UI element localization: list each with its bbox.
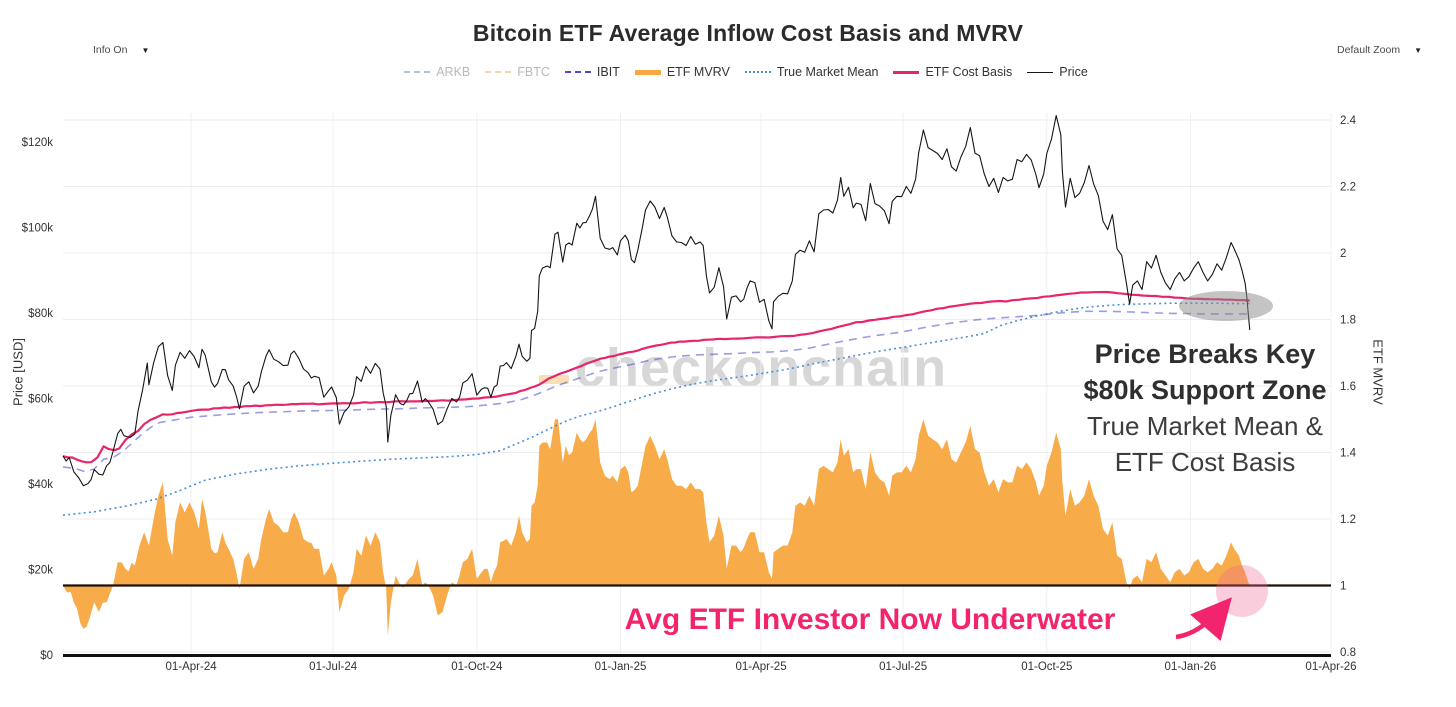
left-tick-label: $100k bbox=[22, 223, 54, 235]
right-tick-label: 1.2 bbox=[1340, 514, 1356, 526]
right-tick-label: 2 bbox=[1340, 248, 1346, 260]
right-tick-label: 1 bbox=[1340, 581, 1346, 593]
legend: ARKB FBTC IBIT ETF MVRV True Market Mean ETF … bbox=[36, 65, 1456, 79]
legend-marker-dash-icon bbox=[564, 71, 591, 73]
legend-marker-solid-icon bbox=[893, 70, 920, 74]
legend-label: Price bbox=[1059, 65, 1088, 79]
right-tick-label: 2.2 bbox=[1340, 182, 1356, 194]
series-true-market-mean bbox=[62, 302, 1250, 516]
annotation-line: ETF Cost Basis bbox=[1114, 447, 1296, 477]
info-dropdown-label: Info On bbox=[93, 44, 128, 56]
right-tick-label: 1.8 bbox=[1340, 315, 1356, 327]
legend-marker-dash-icon bbox=[485, 71, 512, 73]
page-title: Bitcoin ETF Average Inflow Cost Basis an… bbox=[472, 20, 1024, 46]
x-tick-label: 01-Apr-25 bbox=[735, 661, 786, 673]
x-tick-label: 01-Apr-26 bbox=[1305, 661, 1356, 673]
legend-item-etf-mvrv[interactable]: ETF MVRV bbox=[634, 65, 730, 79]
series-etf-mvrv-area bbox=[63, 419, 1250, 636]
legend-item-etf-cost-basis[interactable]: ETF Cost Basis bbox=[893, 65, 1012, 79]
legend-marker-dot-icon bbox=[744, 71, 771, 73]
chevron-down-icon: ▼ bbox=[1414, 45, 1422, 55]
x-tick-label: 01-Apr-24 bbox=[165, 661, 217, 673]
left-tick-label: $0 bbox=[40, 650, 53, 662]
x-tick-label: 01-Jan-26 bbox=[1165, 661, 1217, 673]
legend-item-arkb[interactable]: ARKB bbox=[404, 65, 470, 79]
legend-marker-thick-icon bbox=[634, 69, 661, 75]
legend-label: True Market Mean bbox=[776, 65, 879, 79]
annotation-line: True Market Mean & bbox=[1086, 411, 1323, 441]
series-price bbox=[62, 114, 1251, 487]
right-tick-label: 1.4 bbox=[1340, 448, 1357, 460]
legend-item-true-market-mean[interactable]: True Market Mean bbox=[744, 65, 879, 79]
left-tick-label: $120k bbox=[22, 137, 54, 149]
legend-marker-thin-icon bbox=[1027, 71, 1054, 73]
annotation-support-zone: Price Breaks Key $80k Support Zone True … bbox=[1035, 336, 1375, 480]
legend-label: FBTC bbox=[517, 65, 550, 79]
series-etf-cost-basis bbox=[62, 290, 1250, 464]
right-tick-label: 2.4 bbox=[1340, 115, 1357, 127]
annotation-underwater: Avg ETF Investor Now Underwater bbox=[624, 603, 1116, 636]
left-tick-label: $40k bbox=[28, 479, 53, 491]
axis-tick-labels: 01-Apr-24 01-Jul-24 01-Oct-24 01-Jan-25 01-A… bbox=[22, 115, 1357, 673]
x-tick-label: 01-Oct-25 bbox=[1021, 661, 1072, 673]
default-zoom-dropdown[interactable]: Default Zoom ▼ bbox=[1337, 44, 1422, 56]
left-tick-label: $80k bbox=[28, 308, 53, 320]
grey-highlight-ellipse bbox=[1179, 291, 1273, 321]
series-layer bbox=[62, 114, 1331, 636]
legend-item-ibit[interactable]: IBIT bbox=[564, 65, 620, 79]
x-tick-label: 01-Jan-25 bbox=[595, 661, 647, 673]
annotation-line: $80k Support Zone bbox=[1083, 375, 1327, 405]
x-tick-label: 01-Oct-24 bbox=[451, 661, 503, 673]
series-ibit bbox=[62, 310, 1250, 473]
annotation-line: Price Breaks Key bbox=[1094, 339, 1316, 369]
legend-label: IBIT bbox=[596, 65, 620, 79]
left-tick-label: $20k bbox=[28, 565, 53, 577]
zoom-dropdown-label: Default Zoom bbox=[1337, 44, 1401, 56]
legend-label: ETF Cost Basis bbox=[925, 65, 1013, 79]
legend-label: ARKB bbox=[436, 65, 471, 79]
x-tick-label: 01-Jul-24 bbox=[309, 661, 358, 673]
underwater-arrow-icon bbox=[1175, 597, 1232, 642]
info-dropdown[interactable]: Info On ▼ bbox=[93, 44, 149, 56]
x-tick-label: 01-Jul-25 bbox=[879, 661, 927, 673]
right-tick-label: 1.6 bbox=[1340, 381, 1356, 393]
chevron-down-icon: ▼ bbox=[141, 45, 150, 55]
left-tick-label: $60k bbox=[28, 394, 53, 406]
legend-label: ETF MVRV bbox=[666, 65, 730, 79]
legend-marker-dash-icon bbox=[404, 71, 431, 73]
legend-item-price[interactable]: Price bbox=[1027, 65, 1088, 79]
legend-item-fbtc[interactable]: FBTC bbox=[485, 65, 550, 79]
right-tick-label: 0.8 bbox=[1340, 647, 1356, 659]
